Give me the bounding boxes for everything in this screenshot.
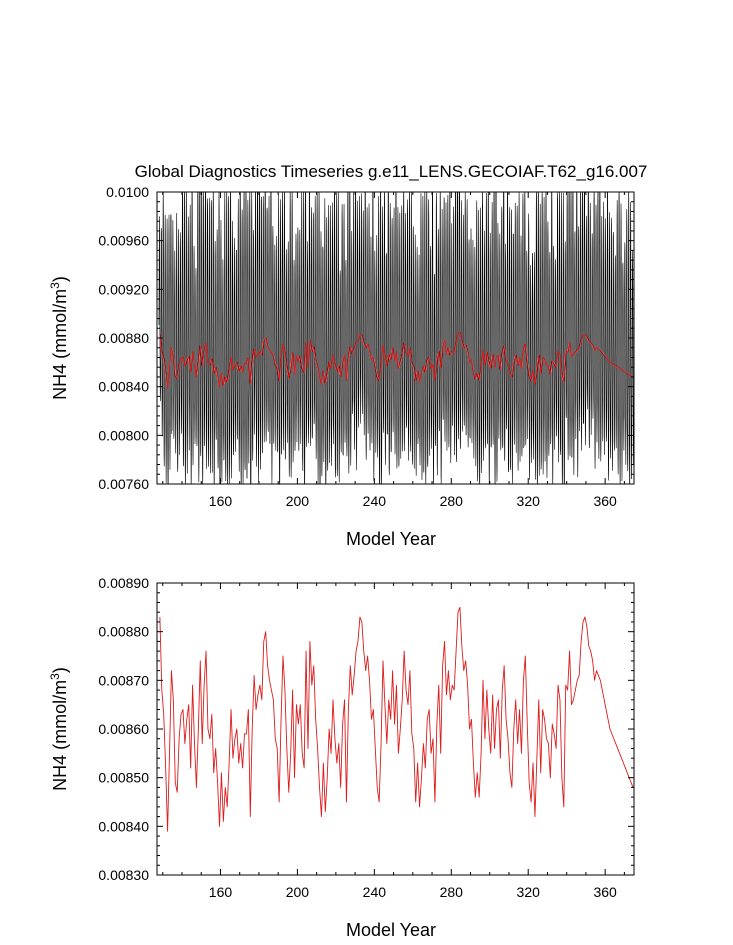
y-tick-label: 0.00880 — [98, 330, 149, 346]
y-tick-label: 0.00830 — [98, 867, 149, 883]
y-tick-label: 0.00890 — [98, 575, 149, 591]
y-axis-title-top-main: NH4 (mmol/m — [50, 289, 70, 400]
x-tick-label: 240 — [363, 493, 387, 509]
x-tick-label: 240 — [363, 884, 387, 900]
y-tick-label: 0.00960 — [98, 233, 149, 249]
x-tick-label: 320 — [517, 493, 541, 509]
series-annual-mean-line — [159, 606, 634, 832]
y-axis-title-bottom-close: ) — [50, 667, 70, 673]
y-tick-label: 0.00880 — [98, 624, 149, 640]
x-tick-label: 280 — [440, 884, 464, 900]
x-ticks-top: 160 200 240 280 320 360 — [162, 192, 625, 509]
x-tick-label: 280 — [440, 493, 464, 509]
plot-area-bottom — [159, 606, 634, 832]
y-axis-title-bottom-main: NH4 (mmol/m — [50, 680, 70, 791]
panel-annual: 0.00830 0.00840 0.00850 0.00860 0.00870 0.008… — [48, 575, 635, 940]
y-axis-title-bottom-sup: 3 — [48, 673, 62, 680]
y-tick-label: 0.00840 — [98, 379, 149, 395]
x-tick-label: 320 — [517, 884, 541, 900]
x-tick-label: 360 — [593, 493, 617, 509]
x-tick-label: 200 — [286, 493, 310, 509]
panel-monthly-and-annual: Global Diagnostics Timeseries g.e11_LENS… — [48, 162, 648, 549]
x-ticks-bottom: 160 200 240 280 320 360 — [162, 583, 625, 900]
y-axis-title-top: NH4 (mmol/m3) — [48, 276, 70, 400]
x-axis-title-bottom: Model Year — [346, 920, 436, 940]
series-monthly-line — [158, 192, 634, 484]
y-tick-label: 0.00850 — [98, 770, 149, 786]
y-tick-label: 0.00800 — [98, 427, 149, 443]
y-ticks-top: 0.00760 0.00800 0.00840 0.00880 0.00920 0.009… — [98, 184, 634, 492]
series-annual-mean-line — [159, 331, 634, 389]
y-tick-label: 0.00920 — [98, 281, 149, 297]
x-tick-label: 360 — [593, 884, 617, 900]
y-axis-title-bottom: NH4 (mmol/m3) — [48, 667, 70, 791]
y-tick-label: 0.0100 — [106, 184, 149, 200]
y-tick-label: 0.00760 — [98, 476, 149, 492]
x-tick-label: 160 — [209, 884, 233, 900]
y-axis-title-top-sup: 3 — [48, 282, 62, 289]
x-tick-label: 160 — [209, 493, 233, 509]
x-tick-label: 200 — [286, 884, 310, 900]
plot-frame-bottom — [156, 582, 635, 876]
plot-area-top — [158, 192, 634, 484]
y-tick-label: 0.00840 — [98, 818, 149, 834]
y-ticks-bottom: 0.00830 0.00840 0.00850 0.00860 0.00870 0.008… — [98, 575, 634, 883]
y-axis-title-top-close: ) — [50, 276, 70, 282]
y-tick-label: 0.00860 — [98, 721, 149, 737]
y-tick-label: 0.00870 — [98, 672, 149, 688]
x-axis-title-top: Model Year — [346, 529, 436, 549]
chart-title: Global Diagnostics Timeseries g.e11_LENS… — [135, 162, 648, 181]
